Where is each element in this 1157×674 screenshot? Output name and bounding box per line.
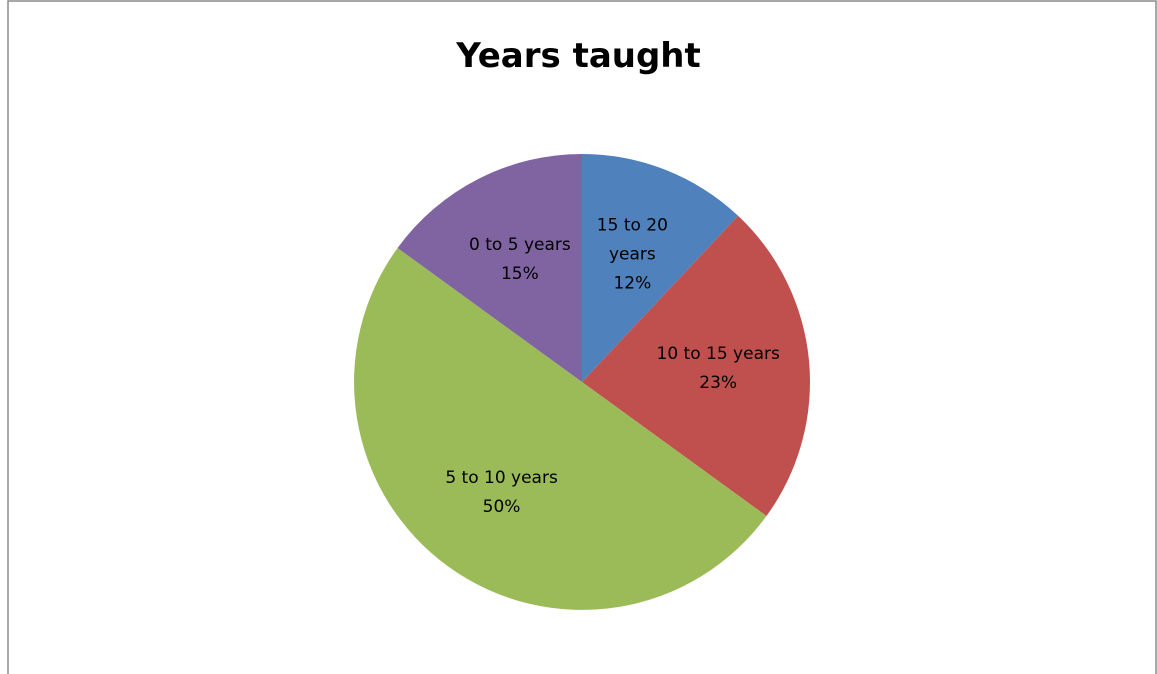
chart-frame xyxy=(7,0,1157,674)
slice-value: 15% xyxy=(500,264,539,285)
pie-slice xyxy=(582,154,739,382)
pie-slice xyxy=(397,154,582,382)
chart-title: Years taught xyxy=(456,36,701,76)
pie-slice xyxy=(354,247,767,610)
data-label: 15 to 20 years 12% xyxy=(585,211,680,298)
slice-category: 10 to 15 years xyxy=(656,344,780,365)
data-label: 0 to 5 years 15% xyxy=(450,231,590,289)
pie-slice xyxy=(582,215,810,517)
slice-category: 5 to 10 years xyxy=(445,467,558,488)
data-label: 5 to 10 years 50% xyxy=(432,464,572,522)
slice-value: 12% xyxy=(613,273,652,294)
slice-category: 15 to 20 years xyxy=(596,215,668,265)
slice-category: 0 to 5 years xyxy=(469,235,571,256)
slice-value: 50% xyxy=(482,496,521,517)
slice-value: 23% xyxy=(699,373,738,394)
data-label: 10 to 15 years 23% xyxy=(648,340,788,398)
